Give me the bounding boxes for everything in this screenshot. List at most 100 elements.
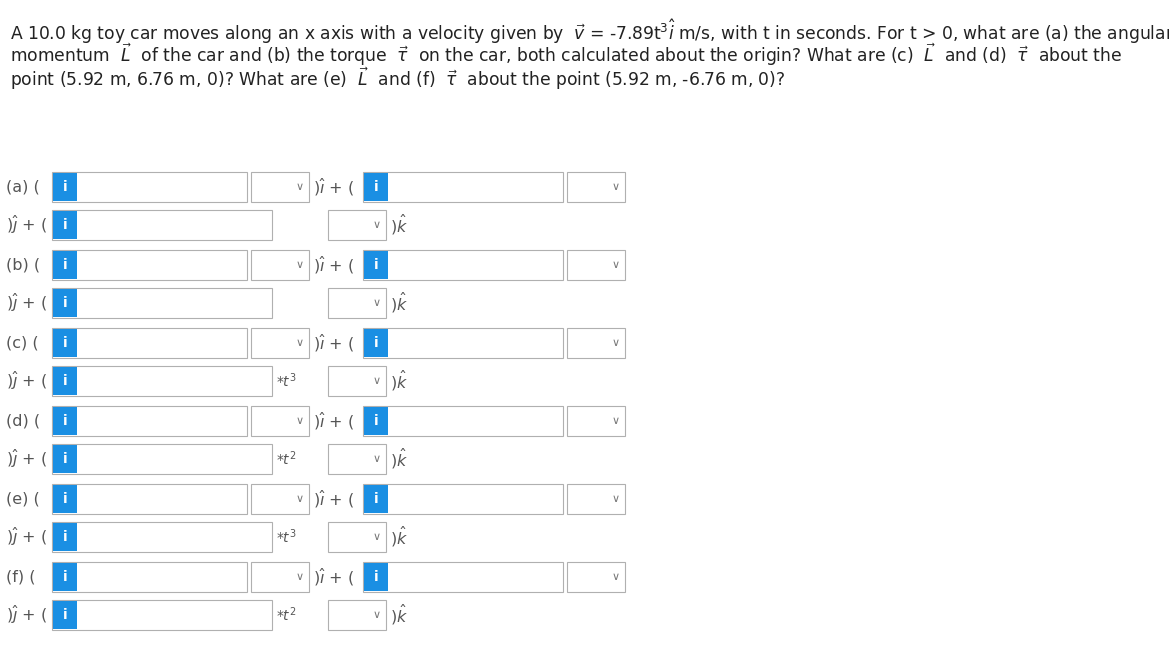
Text: )$\hat{\jmath}$ + (: )$\hat{\jmath}$ + ( — [6, 214, 47, 236]
Text: i: i — [374, 570, 379, 584]
Bar — [53, 445, 77, 473]
Text: i: i — [63, 414, 68, 428]
Bar — [328, 522, 386, 552]
Text: i: i — [63, 218, 68, 232]
Text: $*t^2$: $*t^2$ — [276, 450, 297, 468]
Text: (b) (: (b) ( — [6, 257, 40, 273]
Text: i: i — [374, 258, 379, 272]
Text: (c) (: (c) ( — [6, 336, 39, 350]
Bar — [53, 251, 77, 279]
Text: ∨: ∨ — [373, 610, 381, 620]
Bar — [251, 562, 309, 592]
Bar — [51, 522, 272, 552]
Bar — [567, 406, 625, 436]
Text: )$\hat{\jmath}$ + (: )$\hat{\jmath}$ + ( — [6, 604, 47, 626]
Text: ∨: ∨ — [611, 338, 620, 348]
Bar — [364, 329, 388, 357]
Text: i: i — [374, 492, 379, 506]
Text: ∨: ∨ — [296, 182, 304, 192]
Text: $*t^2$: $*t^2$ — [276, 606, 297, 624]
Text: )$\hat{k}$: )$\hat{k}$ — [390, 447, 408, 471]
Bar — [251, 406, 309, 436]
Text: )$\hat{\jmath}$ + (: )$\hat{\jmath}$ + ( — [6, 292, 47, 314]
Text: i: i — [63, 296, 68, 310]
Bar — [364, 250, 563, 280]
Text: ∨: ∨ — [296, 416, 304, 426]
Bar — [328, 366, 386, 396]
Text: ∨: ∨ — [373, 532, 381, 542]
Bar — [53, 211, 77, 239]
Bar — [51, 444, 272, 474]
Text: )$\hat{\jmath}$ + (: )$\hat{\jmath}$ + ( — [6, 448, 47, 470]
Bar — [53, 523, 77, 551]
Text: ∨: ∨ — [296, 338, 304, 348]
Bar — [364, 251, 388, 279]
Text: ∨: ∨ — [611, 572, 620, 582]
Text: (f) (: (f) ( — [6, 569, 35, 585]
Bar — [51, 288, 272, 318]
Text: i: i — [374, 180, 379, 194]
Bar — [251, 484, 309, 514]
Text: )$\hat{k}$: )$\hat{k}$ — [390, 525, 408, 549]
Text: ∨: ∨ — [296, 572, 304, 582]
Bar — [364, 173, 388, 201]
Bar — [51, 250, 247, 280]
Text: $*t^3$: $*t^3$ — [276, 528, 297, 547]
Text: ∨: ∨ — [373, 376, 381, 386]
Bar — [51, 406, 247, 436]
Text: )$\hat{\imath}$ + (: )$\hat{\imath}$ + ( — [313, 489, 354, 509]
Text: ∨: ∨ — [611, 182, 620, 192]
Text: )$\hat{\jmath}$ + (: )$\hat{\jmath}$ + ( — [6, 526, 47, 548]
Text: (d) (: (d) ( — [6, 414, 40, 428]
Text: i: i — [374, 336, 379, 350]
Bar — [53, 329, 77, 357]
Text: i: i — [63, 180, 68, 194]
Text: i: i — [63, 452, 68, 466]
Bar — [51, 366, 272, 396]
Text: ∨: ∨ — [296, 260, 304, 270]
Bar — [328, 444, 386, 474]
Bar — [364, 406, 563, 436]
Bar — [51, 484, 247, 514]
Text: ∨: ∨ — [373, 220, 381, 230]
Bar — [567, 562, 625, 592]
Bar — [364, 172, 563, 202]
Bar — [251, 250, 309, 280]
Bar — [364, 485, 388, 513]
Text: i: i — [63, 374, 68, 388]
Text: A 10.0 kg toy car moves along an x axis with a velocity given by  $\vec{v}$ = -7: A 10.0 kg toy car moves along an x axis … — [11, 17, 1169, 46]
Bar — [51, 172, 247, 202]
Text: i: i — [63, 336, 68, 350]
Text: ∨: ∨ — [611, 260, 620, 270]
Text: )$\hat{k}$: )$\hat{k}$ — [390, 213, 408, 237]
Text: i: i — [63, 530, 68, 544]
Bar — [364, 563, 388, 591]
Text: )$\hat{\imath}$ + (: )$\hat{\imath}$ + ( — [313, 410, 354, 432]
Text: )$\hat{\imath}$ + (: )$\hat{\imath}$ + ( — [313, 332, 354, 354]
Bar — [51, 210, 272, 240]
Bar — [364, 407, 388, 435]
Text: )$\hat{\imath}$ + (: )$\hat{\imath}$ + ( — [313, 176, 354, 198]
Bar — [364, 562, 563, 592]
Bar — [251, 328, 309, 358]
Text: ∨: ∨ — [611, 494, 620, 504]
Bar — [328, 600, 386, 630]
Bar — [567, 250, 625, 280]
Bar — [328, 210, 386, 240]
Bar — [53, 485, 77, 513]
Text: i: i — [374, 414, 379, 428]
Bar — [251, 172, 309, 202]
Text: $*t^3$: $*t^3$ — [276, 372, 297, 390]
Bar — [567, 172, 625, 202]
Bar — [53, 601, 77, 629]
Bar — [53, 173, 77, 201]
Text: )$\hat{\imath}$ + (: )$\hat{\imath}$ + ( — [313, 567, 354, 587]
Bar — [53, 563, 77, 591]
Text: )$\hat{k}$: )$\hat{k}$ — [390, 291, 408, 315]
Bar — [53, 407, 77, 435]
Text: ∨: ∨ — [373, 454, 381, 464]
Bar — [567, 328, 625, 358]
Bar — [51, 600, 272, 630]
Bar — [567, 484, 625, 514]
Bar — [364, 484, 563, 514]
